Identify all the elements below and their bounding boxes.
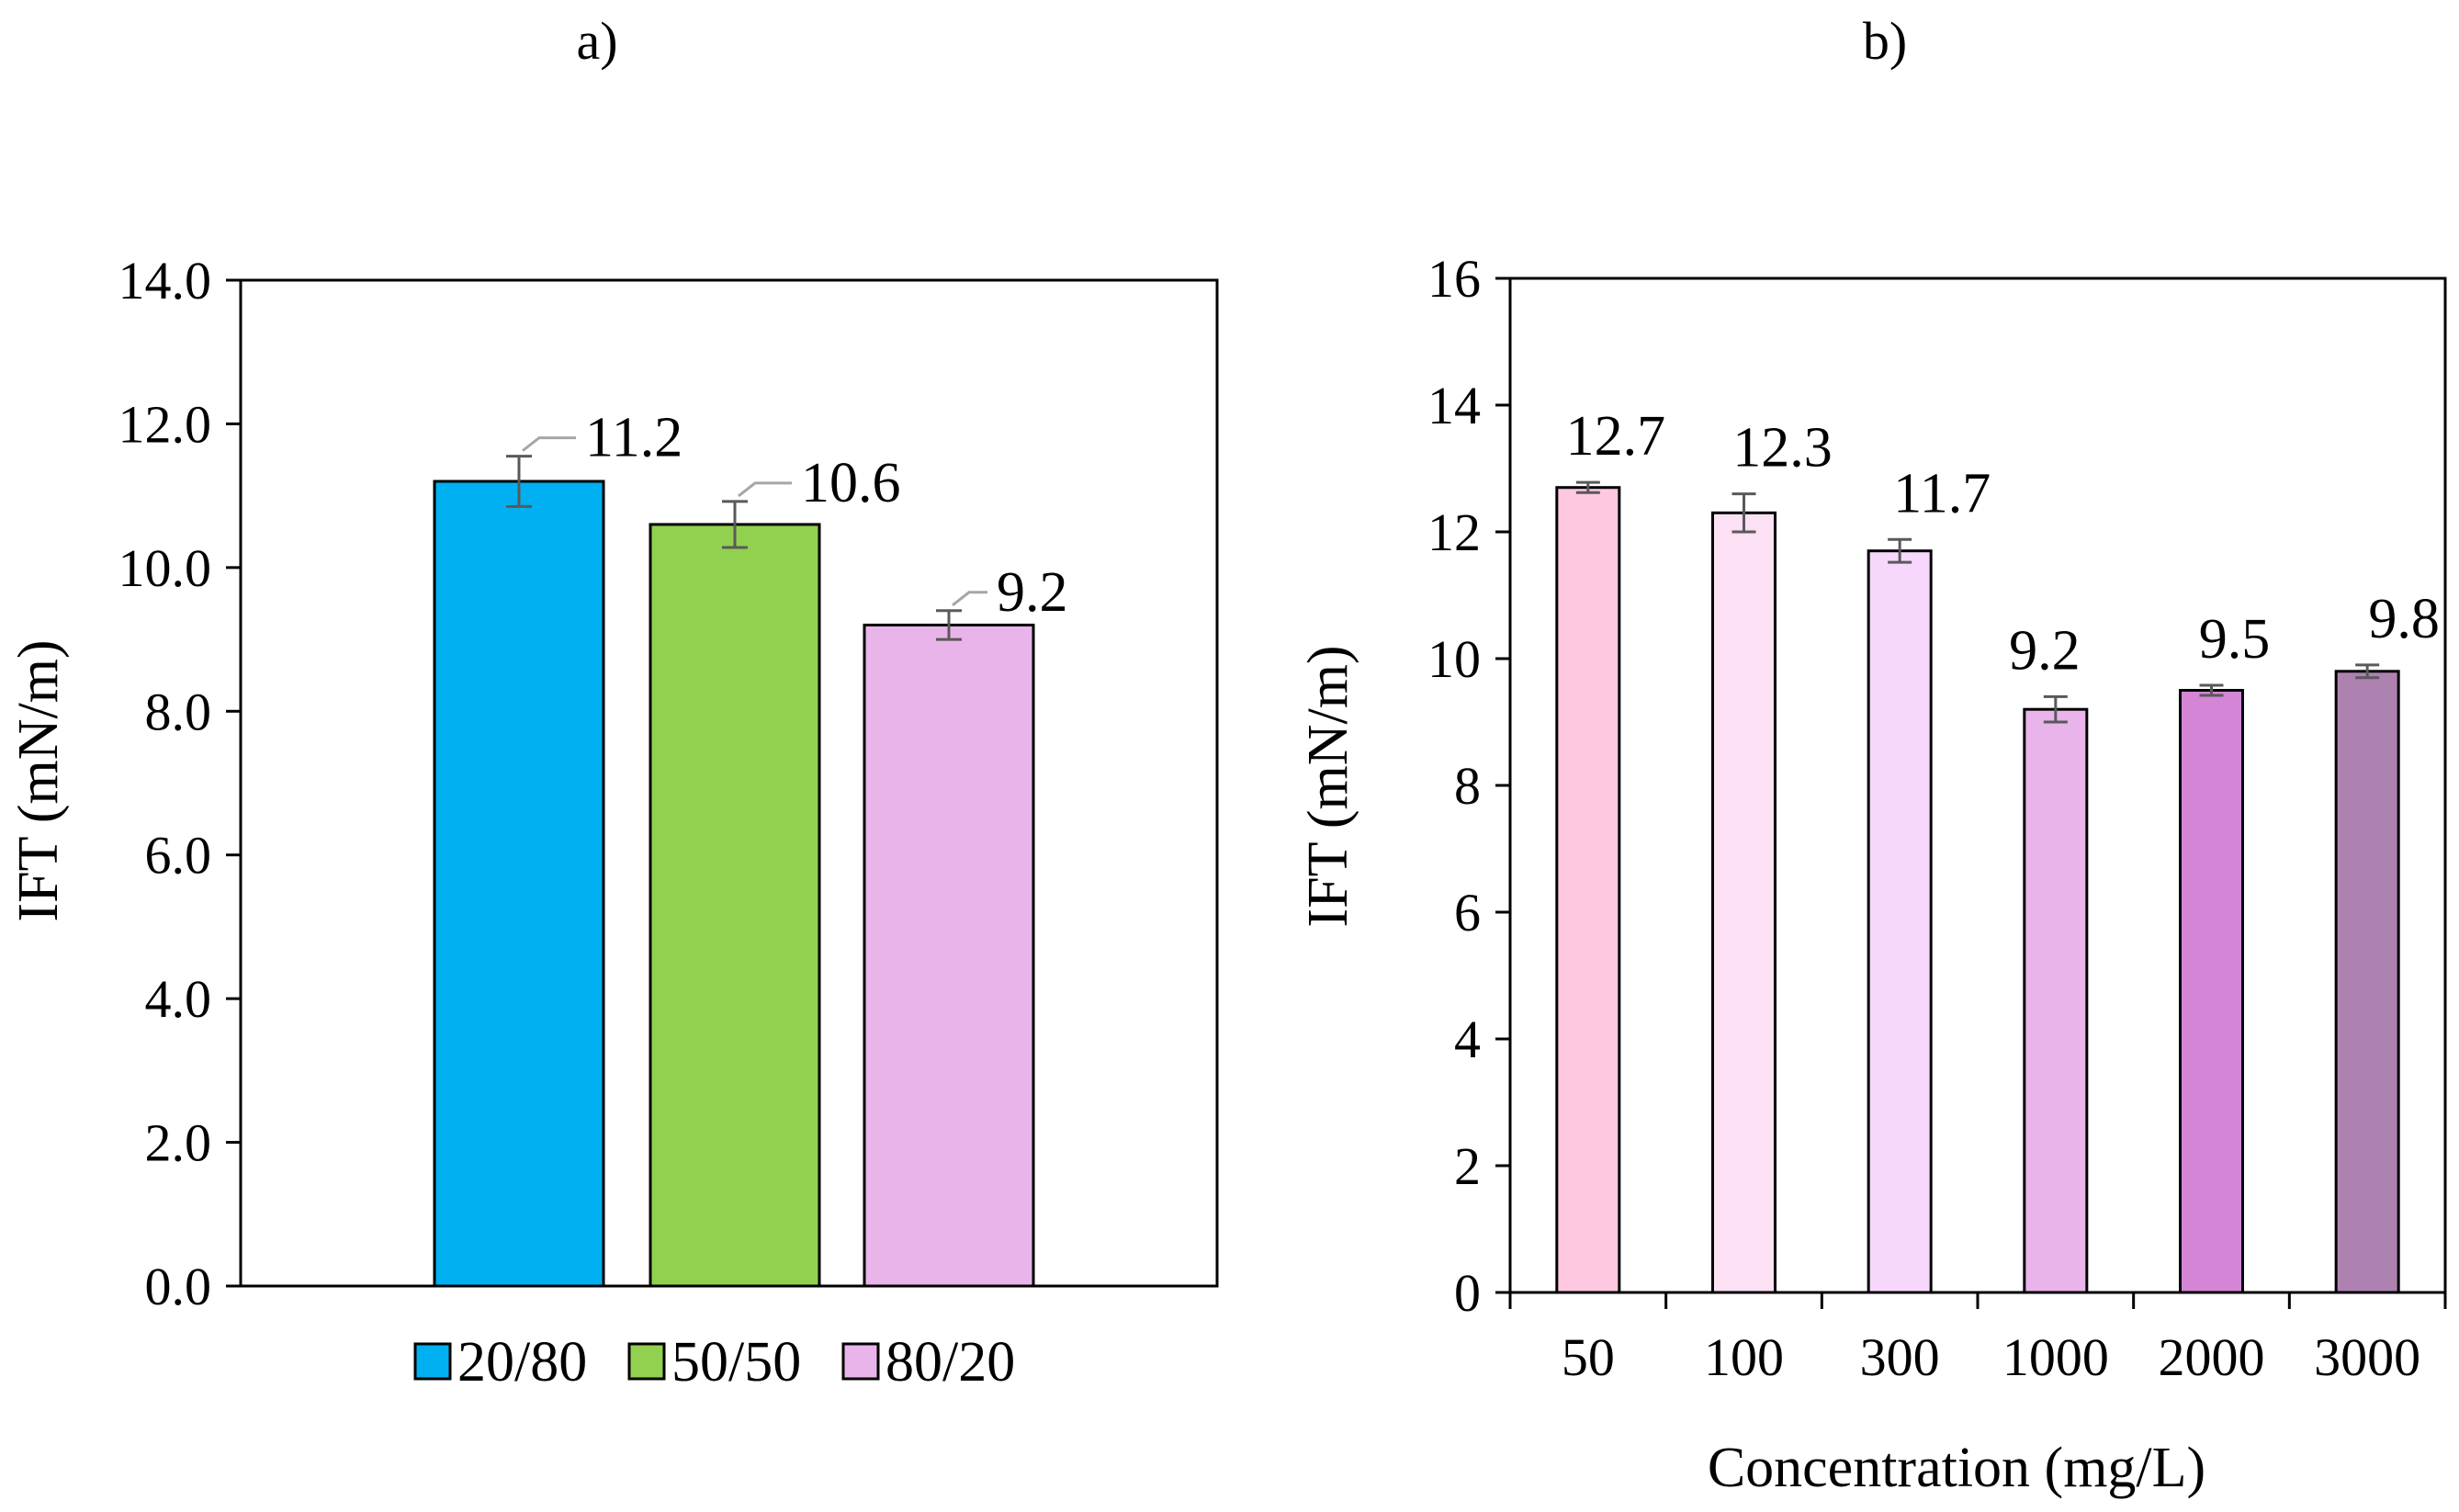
panel-a-y-axis-title: IFT (mN/m): [7, 639, 70, 921]
chart-panel-b: b) IFT (mN/m) Concentration (mg/L) 12.7 1…: [1297, 11, 2447, 1499]
panel-a-legend-label: 20/80: [457, 1331, 587, 1394]
panel-b-data-label: 9.8: [2368, 588, 2440, 650]
panel-b-x-tick-label: 2000: [2159, 1327, 2265, 1387]
panel-a-y-tick-label: 2.0: [145, 1113, 212, 1173]
panel-b-bar: [1711, 511, 1777, 1294]
panel-a-bar: [649, 523, 821, 1288]
panel-a-bar: [433, 480, 605, 1288]
panel-a-legend-swatch: [627, 1342, 666, 1381]
panel-b-label: b): [1863, 11, 1907, 71]
panel-a-label: a): [576, 11, 617, 71]
panel-a-data-label: 11.2: [585, 407, 682, 469]
panel-a-y-tick-label: 4.0: [145, 969, 212, 1029]
panel-b-bar: [2334, 670, 2400, 1294]
panel-b-x-tick-label: 300: [1860, 1327, 1940, 1387]
panel-b-y-tick-label: 12: [1427, 502, 1481, 562]
panel-b-bar: [1867, 549, 1933, 1294]
panel-b-x-axis-title: Concentration (mg/L): [1708, 1437, 2205, 1499]
panel-b-y-tick-label: 10: [1427, 629, 1481, 689]
panel-a-legend-label: 50/50: [671, 1331, 801, 1394]
panel-b-y-tick-label: 8: [1454, 756, 1481, 816]
panel-a-y-tick-label: 6.0: [145, 826, 212, 886]
panel-a-label-leader: [952, 591, 987, 606]
panel-b-y-tick-label: 6: [1454, 883, 1481, 942]
panel-a-legend: 20/80 50/50 80/20: [413, 1331, 1015, 1394]
panel-a-label-leader: [738, 481, 792, 498]
panel-a-y-tick-label: 12.0: [118, 394, 212, 454]
panel-b-data-label: 9.5: [2199, 608, 2271, 671]
panel-a-label-leader: [522, 436, 576, 452]
panel-b-y-axis-title: IFT (mN/m): [1297, 645, 1359, 927]
panel-a-plot-frame: [239, 278, 1219, 1288]
panel-b-data-label: 11.7: [1893, 462, 1991, 525]
panel-b-x-tick-label: 100: [1704, 1327, 1784, 1387]
panel-b-y-tick-label: 2: [1454, 1136, 1481, 1196]
panel-b-data-label: 12.3: [1732, 417, 1833, 480]
panel-a-y-tick-label: 0.0: [145, 1257, 212, 1316]
panel-a-legend-label: 80/20: [885, 1331, 1015, 1394]
panel-a-data-label: 9.2: [997, 561, 1068, 624]
panel-b-data-label: 9.2: [2009, 619, 2081, 682]
panel-b-y-tick-label: 16: [1427, 249, 1481, 309]
panel-b-y-tick-label: 14: [1427, 376, 1481, 435]
panel-b-bar: [2023, 707, 2089, 1294]
panel-a-legend-swatch: [413, 1342, 452, 1381]
panel-a-data-label: 10.6: [801, 452, 901, 514]
panel-b-data-label: 12.7: [1566, 405, 1666, 468]
panel-b-x-tick-label: 1000: [2002, 1327, 2109, 1387]
panel-b-y-tick-label: 0: [1454, 1263, 1481, 1323]
panel-a-y-tick-label: 8.0: [145, 682, 212, 741]
panel-b-y-tick-label: 4: [1454, 1010, 1481, 1069]
panel-a-legend-swatch: [841, 1342, 880, 1381]
panel-b-bar: [1555, 486, 1621, 1294]
panel-b-x-tick-label: 3000: [2314, 1327, 2420, 1387]
panel-a-y-tick-label: 14.0: [118, 251, 212, 310]
panel-a-bar: [863, 623, 1035, 1288]
chart-panel-a: a) IFT (mN/m) 11.2 10.6 9.2 0.0 2.0 4.0 6.0 8.…: [7, 11, 1219, 1394]
panel-b-bar: [2179, 689, 2244, 1294]
panel-a-y-tick-label: 10.0: [118, 538, 212, 598]
panel-b-x-tick-label: 50: [1562, 1327, 1615, 1387]
